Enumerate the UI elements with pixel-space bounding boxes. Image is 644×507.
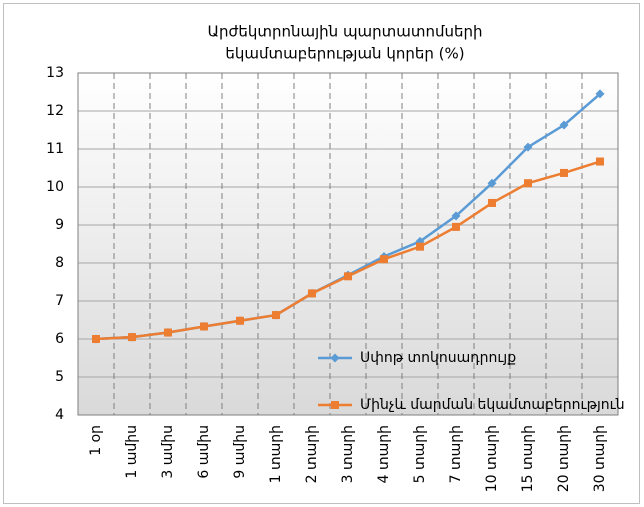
marker <box>595 89 605 99</box>
marker <box>236 316 244 325</box>
y-tick-label: 7 <box>55 293 64 309</box>
marker <box>308 289 316 298</box>
legend-label: Սփոթ տոկոսադրույք <box>360 350 516 366</box>
marker <box>524 179 532 188</box>
marker <box>380 255 388 264</box>
chart-title: եկամտաբերության կորեր (%) <box>225 45 464 63</box>
marker <box>331 401 339 409</box>
x-tick-label: 20 տարի <box>556 425 572 492</box>
y-tick-label: 10 <box>46 179 64 195</box>
y-tick-label: 8 <box>55 255 64 271</box>
x-tick-label: 30 տարի <box>592 425 608 492</box>
x-tick-label: 6 ամիս <box>196 425 212 479</box>
y-tick-label: 13 <box>46 65 64 81</box>
y-tick-label: 11 <box>46 141 64 157</box>
x-tick-label: 1 ամիս <box>124 425 140 479</box>
marker <box>452 222 460 231</box>
marker <box>200 322 208 331</box>
marker <box>344 272 352 281</box>
y-tick-label: 9 <box>55 217 64 233</box>
x-tick-label: 15 տարի <box>520 425 536 492</box>
marker <box>128 333 136 342</box>
marker <box>272 311 280 320</box>
marker <box>92 335 100 343</box>
x-tick-label: 4 տարի <box>376 425 392 483</box>
marker <box>560 168 568 177</box>
x-tick-label: 1 օր <box>88 425 104 456</box>
x-tick-label: 3 տարի <box>340 425 356 483</box>
legend-label: Մինչև մարման եկամտաբերություն <box>360 397 625 413</box>
y-tick-label: 6 <box>55 331 64 347</box>
marker <box>523 142 533 152</box>
marker <box>488 198 496 207</box>
x-tick-label: 9 ամիս <box>232 425 248 479</box>
y-tick-label: 5 <box>55 369 64 385</box>
chart-title: Արժեկտրոնային պարտատոմսերի <box>207 23 482 41</box>
plot-area <box>78 73 618 415</box>
x-tick-label: 10 տարի <box>484 425 500 492</box>
x-tick-label: 5 տարի <box>412 425 428 483</box>
marker <box>596 157 604 166</box>
plot-border <box>77 72 619 416</box>
x-tick-label: 7 տարի <box>448 425 464 483</box>
marker <box>559 120 569 130</box>
marker <box>487 178 497 188</box>
marker <box>164 328 172 337</box>
marker <box>330 353 340 363</box>
y-tick-label: 12 <box>46 103 64 119</box>
x-tick-label: 2 տարի <box>304 425 320 483</box>
y-tick-label: 4 <box>55 407 64 423</box>
x-tick-label: 1 տարի <box>268 425 284 483</box>
marker <box>451 211 461 221</box>
marker <box>416 242 424 251</box>
x-tick-label: 3 ամիս <box>160 425 176 479</box>
